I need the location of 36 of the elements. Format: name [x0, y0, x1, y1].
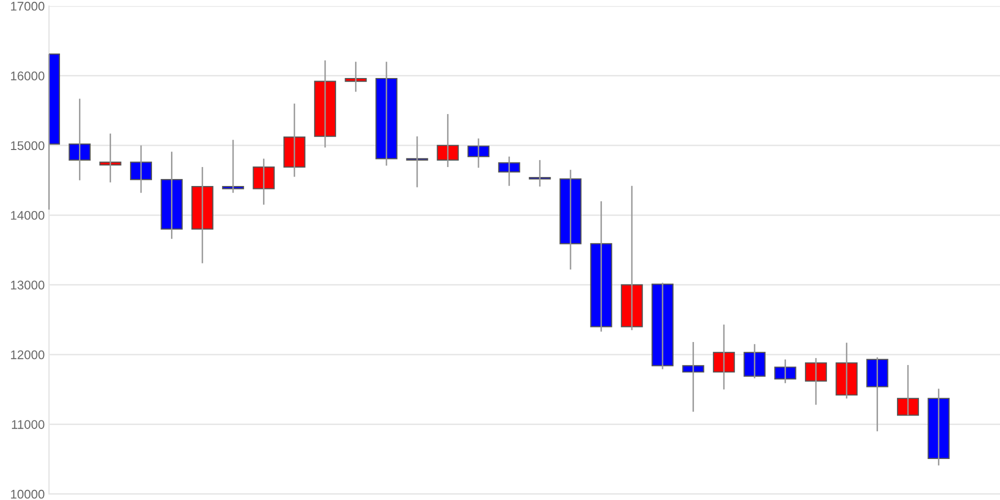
candlestick [191, 166, 214, 264]
candlestick [682, 341, 704, 412]
candlestick [652, 282, 674, 370]
y-tick-label: 11000 [12, 420, 44, 429]
candlestick [774, 358, 796, 384]
y-tick-label: 17000 [11, 2, 44, 11]
candlestick [560, 169, 582, 270]
y-tick-label: 10000 [11, 490, 44, 499]
candlestick [744, 343, 766, 379]
candlestick [99, 132, 122, 184]
candlestick [344, 61, 367, 92]
candlestick [436, 113, 459, 168]
y-tick-label: 16000 [11, 72, 44, 80]
y-tick-label: 12000 [11, 350, 44, 360]
candlestick [160, 151, 183, 240]
candlestick [620, 185, 643, 331]
candlestick [130, 144, 152, 194]
candlestick [804, 357, 827, 406]
candlestick [406, 136, 428, 188]
y-tick-label: 14000 [11, 210, 44, 220]
candlestick [928, 388, 950, 466]
candlestick [498, 156, 520, 187]
y-tick-label: 15000 [11, 141, 44, 150]
y-tick-label: 13000 [11, 280, 44, 290]
candlestick [375, 61, 398, 166]
candlestick [283, 102, 306, 178]
candlestick [252, 158, 275, 206]
candlestick [528, 159, 551, 188]
candlestick [836, 342, 858, 400]
candlestick [896, 364, 919, 416]
candlestick [866, 356, 888, 432]
candlestick [712, 324, 735, 390]
candlestick [468, 138, 490, 168]
candlestick [590, 200, 612, 332]
candlestick [68, 98, 91, 181]
candlestick [314, 60, 336, 148]
